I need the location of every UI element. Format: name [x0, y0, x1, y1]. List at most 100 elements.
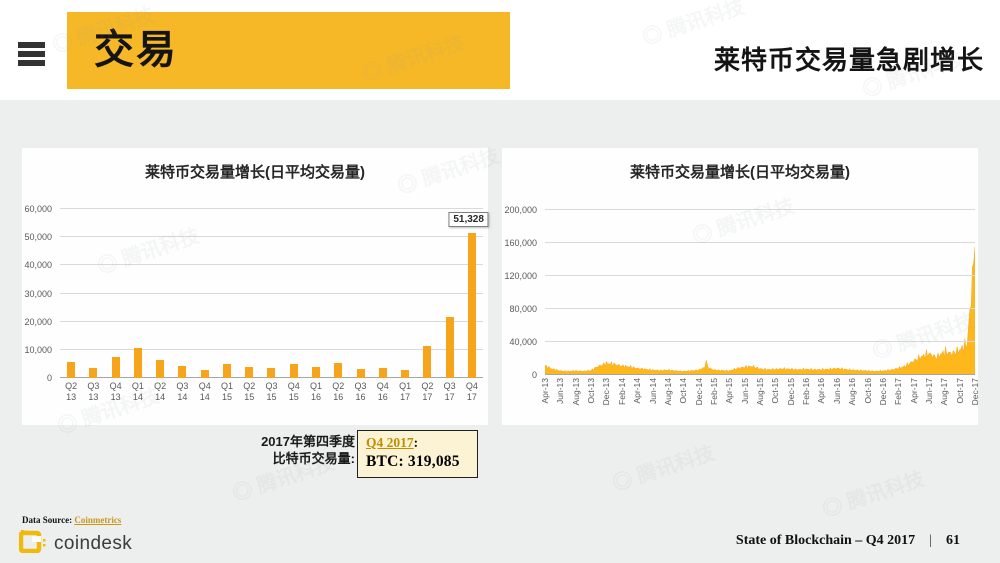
- data-source-link[interactable]: Coinmetrics: [74, 515, 122, 525]
- x-axis-line: [545, 374, 975, 375]
- x-tick-label: Dec-14: [693, 378, 704, 406]
- gridline: [545, 341, 975, 342]
- bar-slot: [82, 209, 104, 378]
- bar: [356, 369, 365, 378]
- bar-slot: [60, 209, 82, 378]
- bar-slot: [283, 209, 305, 378]
- x-tick-label: Dec-16: [877, 378, 888, 406]
- x-tick-label: Aug-13: [570, 378, 581, 406]
- bar-chart-card: 莱特币交易量增长(日平均交易量) 0 10,000 20,000 30,000 40,0…: [22, 148, 489, 425]
- bar-slot: [238, 209, 260, 378]
- q4-2017-link[interactable]: Q4 2017: [366, 435, 414, 450]
- x-tick-label: Oct-14: [678, 378, 689, 404]
- x-tick-label: Apr-15: [724, 378, 735, 404]
- y-tick-label: 120,000: [504, 271, 537, 281]
- bar-slot: [216, 209, 238, 378]
- x-tick-label: Jun-13: [555, 378, 566, 404]
- x-tick-label: Apr-13: [540, 378, 550, 404]
- page-number: 61: [946, 533, 960, 548]
- x-tick-label: Q1 15: [220, 381, 233, 402]
- x-tick-label: Aug-16: [847, 378, 858, 406]
- x-tick-label: Dec-15: [785, 378, 796, 406]
- bar-slot: [149, 209, 171, 378]
- annotation-label: 2017年第四季度 比特币交易量:: [243, 433, 355, 467]
- bar: [401, 369, 410, 378]
- gridline: [545, 275, 975, 276]
- header: 交易 莱特币交易量急剧增长: [0, 0, 1000, 100]
- x-tick-label: Jun-14: [647, 378, 658, 404]
- gridline: [60, 348, 483, 350]
- bar: [445, 317, 454, 378]
- content-area: 莱特币交易量增长(日平均交易量) 0 10,000 20,000 30,000 40,0…: [0, 100, 1000, 563]
- bar: [245, 367, 254, 378]
- y-tick-label: 30,000: [24, 288, 52, 299]
- x-tick-label: Q3 16: [354, 381, 367, 402]
- annotation-colon: :: [413, 435, 419, 450]
- y-tick-label: 40,000: [24, 260, 52, 271]
- gridline: [60, 264, 483, 266]
- separator: |: [929, 533, 932, 548]
- bar-slot: [171, 209, 193, 378]
- deck-info: State of Blockchain – Q4 2017 | 61: [736, 533, 960, 549]
- bar: [133, 348, 142, 378]
- area-chart-y-axis: 0 40,000 80,000 120,000 160,000 200,000: [502, 205, 541, 380]
- x-tick-label: Dec-13: [601, 378, 612, 406]
- x-tick-label: Q2 15: [243, 381, 256, 402]
- x-tick-label: Oct-13: [586, 378, 597, 404]
- x-tick-label: Q4 15: [287, 381, 300, 402]
- x-tick-label: Oct-15: [770, 378, 781, 404]
- x-tick-label: Aug-14: [662, 378, 673, 406]
- x-tick-label: Q1 17: [399, 381, 412, 402]
- gridline: [60, 236, 483, 238]
- bar-slot: [105, 209, 127, 378]
- bar: [178, 366, 187, 378]
- area-chart-card: 莱特币交易量增长(日平均交易量) 0 40,000 80,000 120,000 160…: [502, 148, 980, 425]
- y-tick-label: 200,000: [504, 205, 537, 215]
- deck-title: State of Blockchain – Q4 2017: [735, 533, 916, 548]
- y-tick-label: 0: [531, 370, 537, 380]
- area-chart-title: 莱特币交易量增长(日平均交易量): [630, 164, 850, 181]
- x-tick-label: Q3 14: [176, 381, 189, 402]
- bar-slot: [127, 209, 149, 378]
- x-tick-label: Feb-16: [801, 378, 812, 405]
- y-tick-label: 10,000: [24, 344, 52, 355]
- menu-icon[interactable]: [18, 42, 45, 66]
- bar: [67, 361, 76, 378]
- bar: [312, 367, 321, 378]
- x-tick-label: Q1 14: [131, 381, 144, 402]
- title-banner: 交易: [67, 12, 510, 89]
- bar: [222, 363, 231, 378]
- annotation-label-line1: 2017年第四季度: [261, 434, 355, 449]
- bar-slot: [416, 209, 438, 378]
- data-source: Data Source: Coinmetrics: [22, 515, 121, 525]
- bar: [156, 359, 165, 378]
- gridline: [545, 308, 975, 309]
- bar-slot: [394, 209, 416, 378]
- coindesk-wordmark: coindesk: [54, 533, 133, 554]
- y-tick-label: 60,000: [24, 204, 52, 214]
- bar-chart-title: 莱特币交易量增长(日平均交易量): [145, 164, 365, 181]
- x-tick-label: Q2 17: [421, 381, 434, 402]
- data-source-label: Data Source:: [22, 515, 73, 525]
- x-tick-label: Feb-17: [893, 378, 904, 405]
- bar: [200, 369, 209, 378]
- bar-slot: [349, 209, 371, 378]
- bar-chart-y-axis: 0 10,000 20,000 30,000 40,000 50,000 60,000: [22, 204, 56, 383]
- area-chart-plot: [545, 209, 975, 375]
- bar: [89, 368, 98, 378]
- x-tick-label: Q4 13: [109, 381, 122, 402]
- x-tick-label: Jun-17: [923, 378, 934, 404]
- x-tick-label: Dec-17: [970, 378, 980, 406]
- bar-slot: [305, 209, 327, 378]
- x-tick-label: Q4 17: [465, 381, 478, 402]
- gridline: [60, 292, 483, 294]
- x-tick-label: Q2 14: [154, 381, 167, 402]
- bar-slot: [327, 209, 349, 378]
- annotation-label-line2: 比特币交易量:: [272, 451, 355, 466]
- bar-slot: [194, 209, 216, 378]
- x-tick-label: Aug-15: [755, 378, 765, 406]
- bar: [267, 367, 276, 378]
- x-tick-label: Aug-17: [939, 378, 950, 406]
- gridline: [60, 208, 483, 209]
